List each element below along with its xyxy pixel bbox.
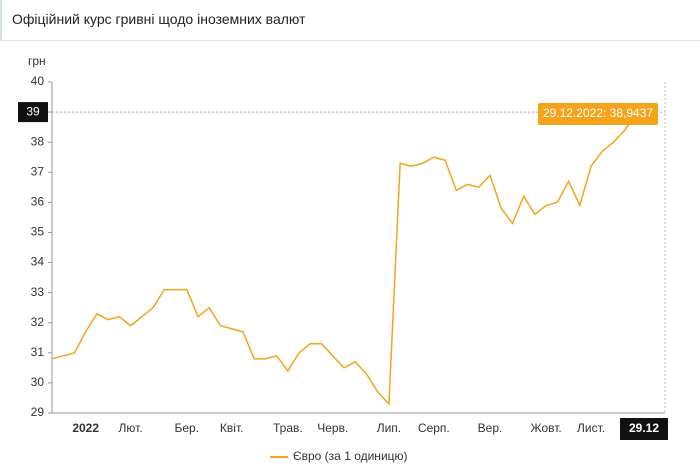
y-tick-highlight: [18, 102, 48, 123]
y-tick-label: 34: [31, 255, 45, 269]
x-tick-label: 2022: [72, 421, 99, 435]
x-tick-label: Лист.: [577, 421, 605, 435]
x-tick-label: Серп.: [418, 421, 450, 435]
tooltip: [538, 103, 658, 125]
x-tick-label: 29.12: [629, 421, 659, 435]
y-tick-label: 38: [31, 134, 45, 148]
x-tick-label: Лют.: [119, 421, 143, 435]
y-tick-label: 29: [31, 405, 45, 419]
y-tick-label: 30: [31, 375, 45, 389]
legend-label: Євро (за 1 одиницю): [293, 449, 408, 463]
y-unit: грн: [28, 54, 46, 68]
tooltip-text: 29.12.2022: 38,9437: [543, 106, 653, 120]
y-tick-label: 37: [31, 164, 45, 178]
y-tick-label: 33: [31, 285, 45, 299]
y-tick-label: 35: [31, 225, 45, 239]
page-title: Офіційний курс гривні щодо іноземних вал…: [12, 11, 306, 27]
y-tick-label: 31: [31, 345, 45, 359]
x-tick-label: Вер.: [478, 421, 503, 435]
header: Офіційний курс гривні щодо іноземних вал…: [0, 0, 700, 41]
series-line: [51, 113, 637, 406]
x-tick-label: Трав.: [273, 421, 303, 435]
y-tick-label: 40: [31, 74, 45, 88]
x-tick-label: Квіт.: [220, 421, 244, 435]
x-tick-label: Лип.: [377, 421, 401, 435]
x-tick-label: Черв.: [317, 421, 348, 435]
y-tick-label: 39: [26, 104, 40, 118]
x-tick-label: Бер.: [174, 421, 199, 435]
x-tick-label: Жовт.: [531, 421, 562, 435]
y-tick-label: 36: [31, 195, 45, 209]
y-tick-label: 32: [31, 315, 45, 329]
x-tick-highlight: [620, 418, 668, 440]
